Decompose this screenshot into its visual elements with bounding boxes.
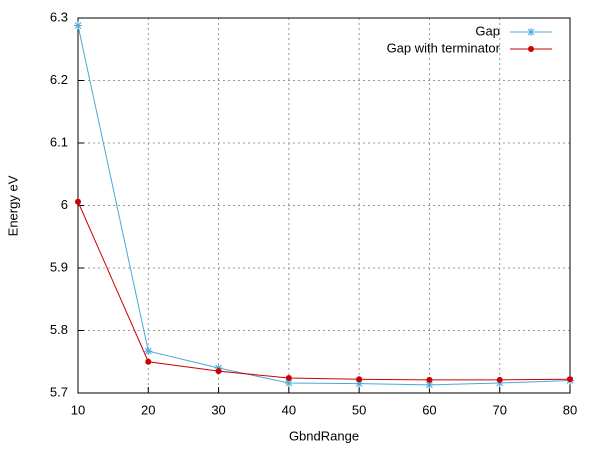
y-tick-label: 6 [61,197,68,212]
x-tick-label: 50 [352,402,366,417]
plot-frame [77,17,571,394]
marker [356,376,363,383]
marker [75,198,81,205]
marker [495,379,504,387]
y-tick-label: 5.9 [50,259,68,274]
y-tick-label: 6.2 [50,72,68,87]
legend-marker [527,28,535,36]
x-tick-label: 40 [282,402,296,417]
x-axis-label: GbndRange [289,428,359,443]
marker [214,364,223,372]
x-tick-label: 80 [563,402,577,417]
y-tick-label: 6.3 [50,9,68,24]
marker [355,379,364,388]
marker [74,21,82,30]
x-tick-label: 70 [492,402,506,417]
marker [425,380,434,389]
y-tick-label: 5.7 [50,384,68,399]
marker [496,376,503,383]
marker [285,375,292,381]
legend-label: Gap [475,23,500,38]
legend-marker [528,46,534,52]
marker [144,347,153,356]
x-tick-label: 10 [71,402,85,417]
marker [145,358,152,365]
x-tick-label: 20 [141,402,155,417]
marker [426,376,433,383]
marker [567,376,573,383]
marker [284,379,293,387]
legend-label: Gap with terminator [387,40,501,55]
y-axis-label: Energy eV [5,175,20,236]
y-tick-label: 6.1 [50,134,68,149]
series-line [77,201,571,381]
x-tick-label: 30 [211,402,225,417]
series-line [77,25,571,386]
x-tick-label: 60 [422,402,436,417]
marker [215,368,222,375]
y-tick-label: 5.8 [50,322,68,337]
